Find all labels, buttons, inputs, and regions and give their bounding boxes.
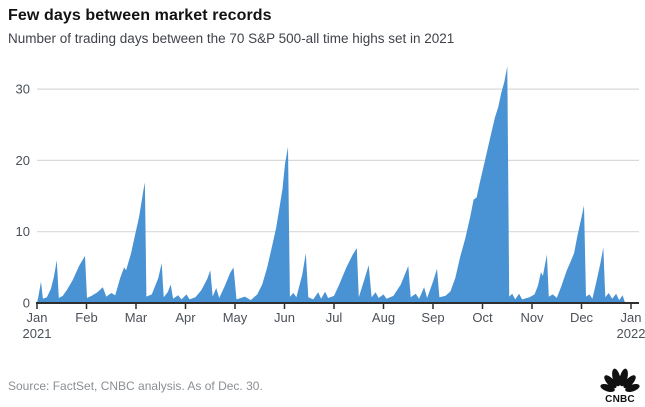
y-tick-label: 30 [16,82,30,97]
x-tick-label: Nov [520,310,544,325]
x-tick-label: Jan [621,310,642,325]
x-tick-label: Oct [472,310,493,325]
x-tick-label: Apr [175,310,196,325]
x-tick-year-label: 2022 [617,326,645,341]
x-tick-year-label: 2021 [23,326,52,341]
peacock-icon [600,368,640,392]
x-tick-label: May [223,310,248,325]
cnbc-wordmark: CNBC [605,394,635,404]
x-tick-label: Dec [570,310,594,325]
chart-title: Few days between market records [8,7,272,24]
x-tick-label: Jan [27,310,48,325]
x-tick-label: Jun [274,310,295,325]
x-tick-label: Mar [125,310,148,325]
chart-subtitle: Number of trading days between the 70 S&… [8,31,455,46]
y-tick-label: 10 [16,224,30,239]
y-tick-label: 0 [23,296,30,311]
x-tick-label: Feb [75,310,97,325]
x-tick-label: Aug [372,310,395,325]
y-tick-label: 20 [16,153,30,168]
x-tick-label: Jul [326,310,343,325]
source-note: Source: FactSet, CNBC analysis. As of De… [8,379,263,393]
cnbc-logo: CNBC [600,368,640,404]
x-tick-label: Sep [421,310,444,325]
area-series [37,66,626,303]
